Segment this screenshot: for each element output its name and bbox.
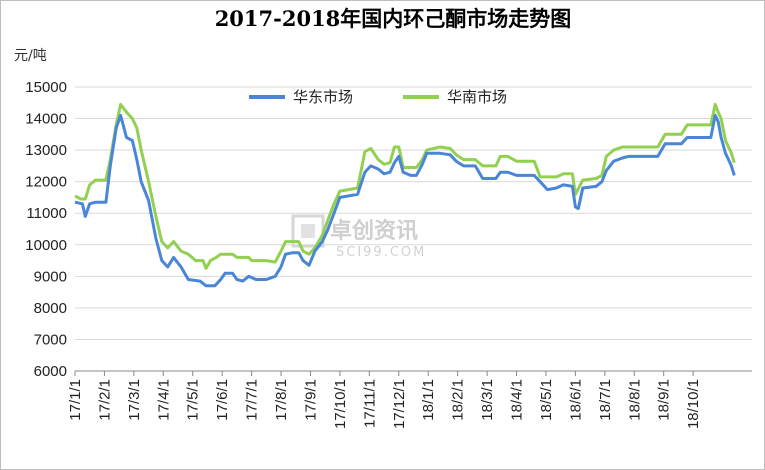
y-axis-ticks: 6000 7000 8000 9000 10000 11000 12000 13000 1400… <box>25 79 67 380</box>
watermark-subtext: SCI99.COM <box>336 245 426 260</box>
y-tick-label: 14000 <box>25 111 67 128</box>
y-tick-label: 6000 <box>34 363 67 380</box>
chart-title: 2017-2018年国内环己酮市场走势图 <box>215 6 572 31</box>
y-tick-label: 15000 <box>25 79 67 96</box>
x-tick-label: 17/10/1 <box>332 379 349 429</box>
x-tick-label: 17/9/1 <box>302 379 319 421</box>
x-tick-label: 17/6/1 <box>214 379 231 421</box>
x-tick-label: 18/4/1 <box>509 379 526 421</box>
x-tick-label: 17/1/1 <box>67 379 84 421</box>
y-tick-label: 10000 <box>25 237 67 254</box>
legend-label-east: 华东市场 <box>293 88 353 106</box>
x-tick-label: 17/11/1 <box>361 379 378 428</box>
x-tick-label: 17/8/1 <box>273 379 290 421</box>
x-tick-label: 18/5/1 <box>538 379 555 421</box>
x-tick-label: 18/1/1 <box>420 379 437 421</box>
x-tick-label: 17/2/1 <box>96 379 113 421</box>
series-line-east <box>74 113 736 288</box>
x-tick-label: 17/7/1 <box>244 379 261 421</box>
x-axis-ticks: 17/1/1 17/2/1 17/3/1 17/4/1 17/5/1 17/6/1 17/7… <box>67 371 702 429</box>
x-tick-label: 17/5/1 <box>185 379 202 421</box>
x-tick-label: 18/10/1 <box>685 379 702 429</box>
series-lines <box>74 102 736 288</box>
y-tick-label: 13000 <box>25 142 67 159</box>
x-tick-label: 18/9/1 <box>656 379 673 421</box>
legend: 华东市场 华南市场 <box>249 88 507 106</box>
y-gridlines <box>75 86 752 340</box>
x-tick-label: 18/2/1 <box>450 379 467 421</box>
x-tick-label: 18/8/1 <box>626 379 643 421</box>
watermark: 卓创资讯 SCI99.COM <box>291 214 426 260</box>
series-line-south <box>74 102 736 270</box>
x-tick-label: 17/12/1 <box>391 379 408 429</box>
legend-label-south: 华南市场 <box>447 88 507 106</box>
x-tick-label: 17/4/1 <box>155 379 172 421</box>
y-tick-label: 11000 <box>26 205 67 222</box>
y-tick-label: 7000 <box>34 331 67 348</box>
watermark-text: 卓创资讯 <box>330 219 418 244</box>
x-tick-label: 17/3/1 <box>126 379 143 421</box>
x-tick-label: 18/7/1 <box>597 379 614 421</box>
y-tick-label: 8000 <box>34 300 67 317</box>
x-tick-label: 18/3/1 <box>479 379 496 421</box>
y-tick-label: 9000 <box>34 268 67 285</box>
x-tick-label: 18/6/1 <box>567 379 584 421</box>
y-tick-label: 12000 <box>25 174 67 191</box>
y-axis-unit-label: 元/吨 <box>14 48 47 64</box>
